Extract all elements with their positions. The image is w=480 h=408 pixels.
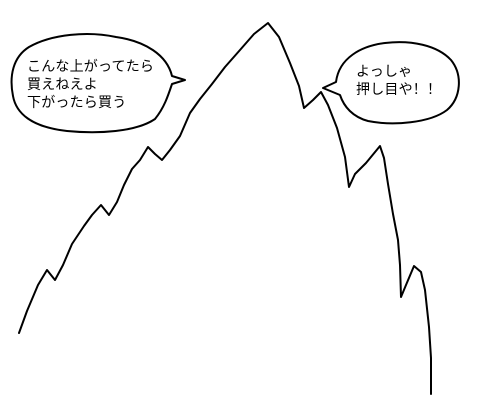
mountain-price-line (18, 22, 432, 395)
right-speech-text: よっしゃ 押し目や！！ (356, 64, 442, 98)
right-speech-bubble-outline (322, 41, 460, 125)
left-speech-bubble-outline (10, 33, 186, 134)
left-speech-text: こんな上がってたら 買えねえよ 下がったら買う (27, 59, 155, 111)
